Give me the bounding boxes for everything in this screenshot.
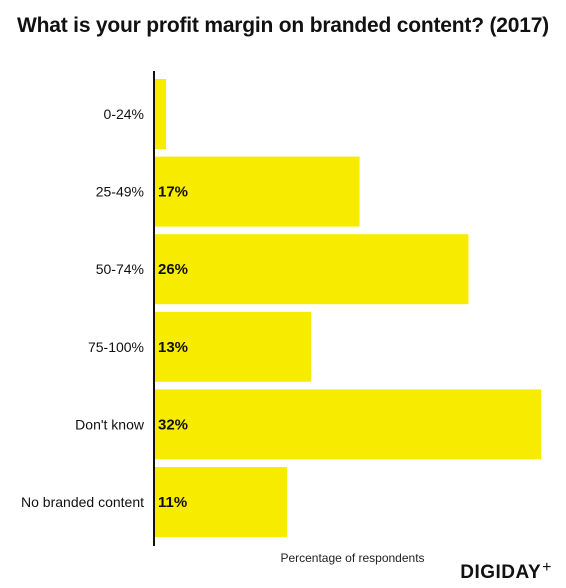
category-label: 50-74%: [96, 261, 144, 277]
brand-plus-icon: +: [542, 559, 552, 576]
brand-name: DIGIDAY: [460, 562, 542, 583]
digiday-logo: DIGIDAY+: [460, 559, 552, 584]
labels-layer: 0-24% 25-49% 17% 50-74% 26% 75-100% 13% Don't k…: [21, 106, 188, 511]
value-label: 17%: [158, 184, 188, 201]
value-label: 13%: [158, 339, 188, 356]
bar: [154, 467, 288, 537]
value-label: 32%: [158, 416, 188, 433]
value-label: 26%: [158, 261, 188, 278]
category-label: No branded content: [21, 494, 144, 510]
bar: [154, 79, 167, 149]
value-label: 11%: [158, 494, 187, 511]
bar: [154, 156, 360, 227]
bar: [154, 234, 469, 305]
bar: [154, 311, 312, 382]
bars-layer: [154, 79, 541, 537]
category-label: 25-49%: [96, 184, 144, 200]
chart-title: What is your profit margin on branded co…: [17, 14, 549, 37]
category-label: 75-100%: [88, 339, 144, 355]
category-label: 0-24%: [104, 106, 144, 122]
category-label: Don't know: [75, 416, 145, 432]
x-axis-label: Percentage of respondents: [280, 551, 425, 565]
bar: [154, 389, 541, 460]
